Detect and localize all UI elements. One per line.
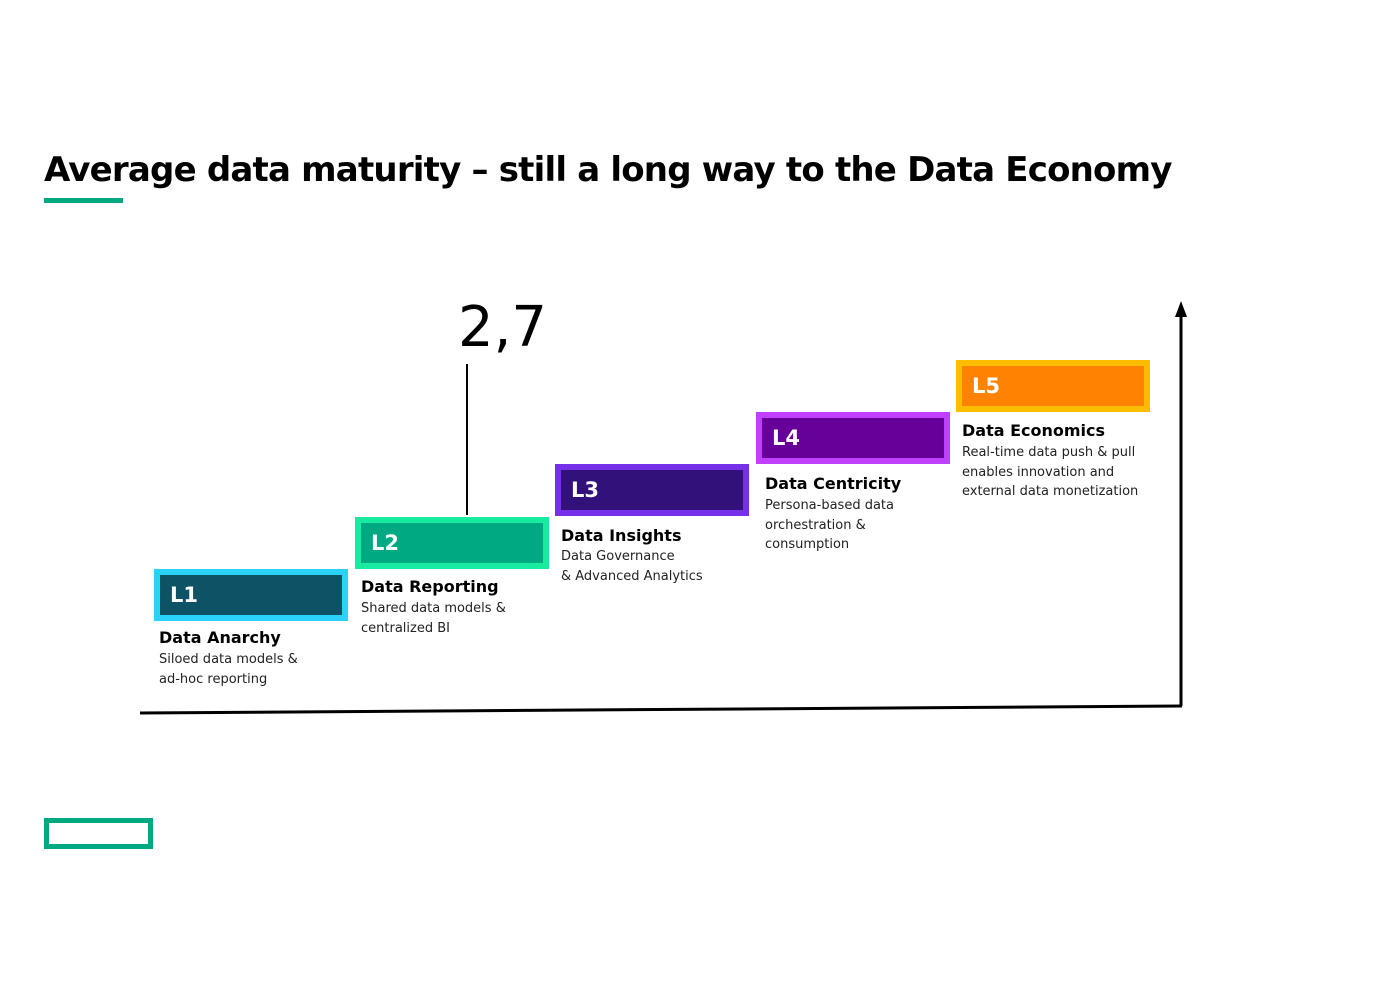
level-description-line: orchestration & bbox=[765, 517, 866, 533]
level-description-line: ad-hoc reporting bbox=[159, 671, 268, 687]
y-axis-arrow-icon bbox=[1175, 301, 1187, 317]
x-axis-line bbox=[139, 704, 1183, 715]
level-code: L5 bbox=[972, 374, 1000, 398]
average-maturity-value: 2,7 bbox=[458, 295, 548, 360]
level-code: L1 bbox=[170, 583, 198, 607]
level-description-line: enables innovation and bbox=[962, 464, 1115, 480]
level-name: Data Insights bbox=[561, 526, 682, 545]
level-description-line: & Advanced Analytics bbox=[561, 568, 703, 584]
level-name: Data Reporting bbox=[361, 577, 499, 596]
level-description-line: Shared data models & bbox=[361, 601, 506, 616]
level-box-l3: L3 bbox=[555, 464, 749, 516]
level-code: L3 bbox=[571, 478, 599, 502]
level-name: Data Centricity bbox=[765, 474, 902, 493]
level-name: Data Anarchy bbox=[159, 628, 281, 647]
page-title: Average data maturity – still a long way… bbox=[44, 150, 1172, 190]
level-code: L2 bbox=[371, 531, 399, 555]
level-name: Data Economics bbox=[962, 421, 1106, 440]
level-box-l5: L5 bbox=[956, 360, 1150, 412]
brand-logo bbox=[44, 818, 153, 849]
level-description-line: consumption bbox=[765, 537, 850, 552]
level-box-l1: L1 bbox=[154, 569, 348, 621]
level-code: L4 bbox=[772, 426, 800, 450]
level-description-line: Siloed data models & bbox=[159, 652, 298, 667]
level-box-l2: L2 bbox=[355, 517, 549, 569]
level-box-l4: L4 bbox=[756, 412, 950, 464]
level-description-line: Data Governance bbox=[561, 549, 675, 564]
average-maturity-marker-line bbox=[466, 364, 468, 515]
level-description-line: Persona-based data bbox=[765, 498, 894, 513]
title-underline bbox=[44, 198, 123, 203]
level-description-line: external data monetization bbox=[962, 484, 1139, 499]
level-description-line: centralized BI bbox=[361, 620, 450, 636]
level-description-line: Real-time data push & pull bbox=[962, 445, 1136, 460]
